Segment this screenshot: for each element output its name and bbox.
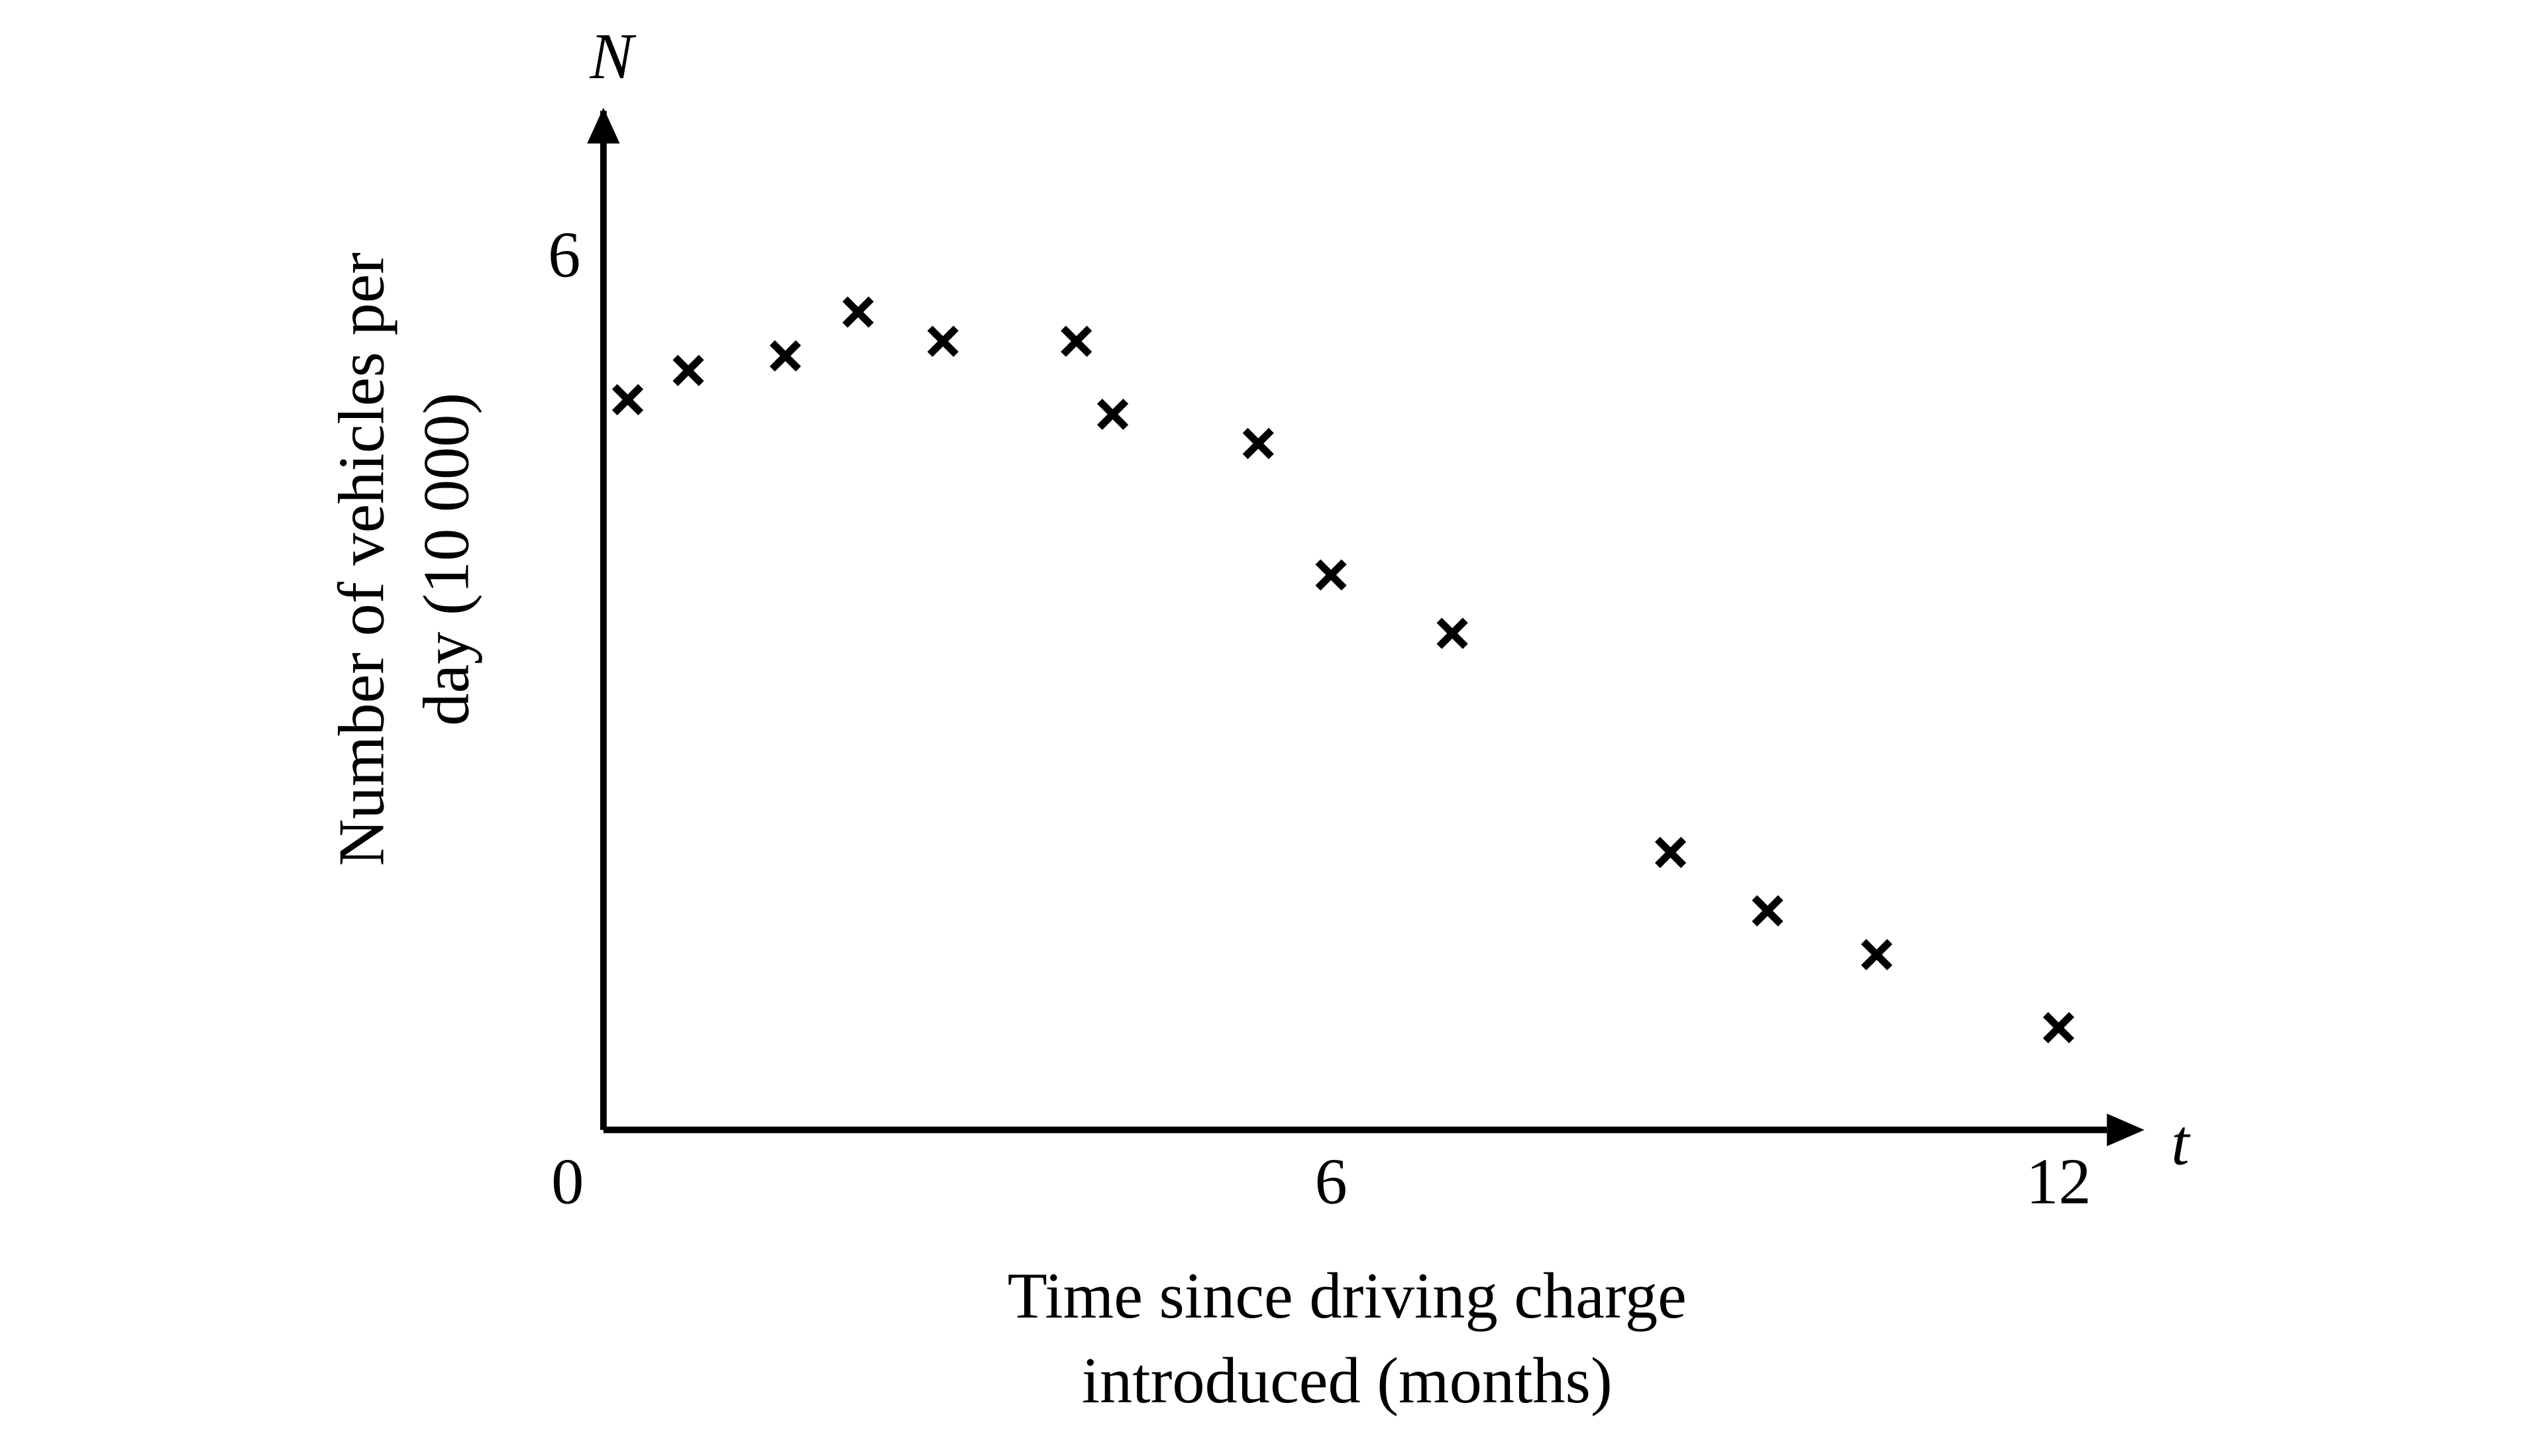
data-point [1061, 325, 1092, 357]
y-axis-label: Number of vehicles per [326, 252, 398, 866]
data-point [769, 340, 802, 372]
data-point [1436, 617, 1468, 649]
y-axis-symbol: N [589, 21, 637, 93]
data-point [1315, 559, 1347, 591]
y-axis-label: day (10 000) [411, 393, 483, 726]
data-point [672, 354, 704, 386]
x-arrow [2107, 1114, 2145, 1147]
x-tick-label: 0 [551, 1145, 584, 1218]
data-point [1096, 398, 1129, 431]
x-axis-label: Time since driving charge [1008, 1260, 1687, 1332]
data-point [1861, 939, 1893, 970]
x-axis-symbol: t [2171, 1106, 2191, 1178]
data-point [927, 325, 959, 357]
x-tick-label: 6 [1314, 1145, 1347, 1218]
data-point [611, 384, 644, 415]
data-point [1752, 895, 1783, 927]
data-point [842, 296, 874, 328]
axes [587, 107, 2145, 1147]
data-point [1654, 837, 1687, 868]
x-axis-label: introduced (months) [1082, 1345, 1613, 1417]
y-arrow [587, 107, 620, 144]
x-tick-label: 12 [2026, 1145, 2091, 1218]
y-tick-label: 6 [548, 219, 580, 291]
data-point [1242, 427, 1274, 460]
data-point [2042, 1012, 2074, 1044]
